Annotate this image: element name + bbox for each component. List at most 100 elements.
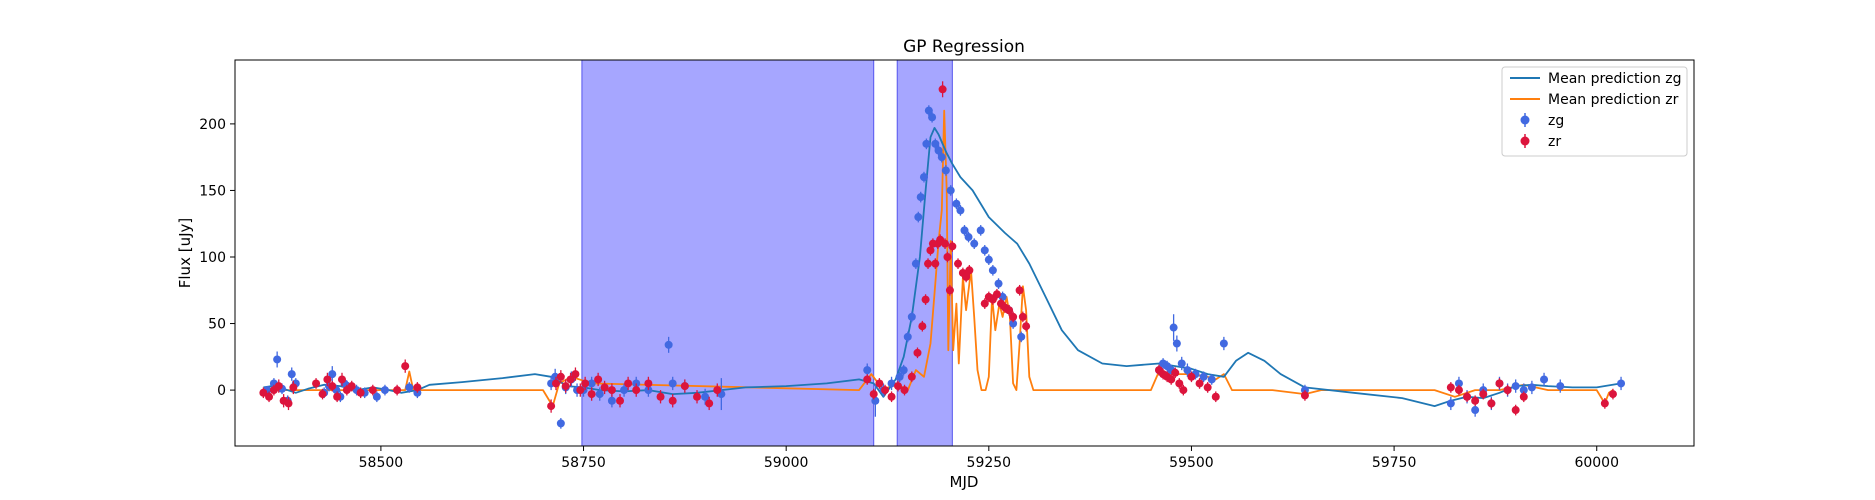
point-zr	[607, 386, 616, 395]
point-zr	[333, 392, 342, 401]
point-zr	[965, 266, 974, 275]
point-zr	[1009, 312, 1018, 321]
point-zg	[595, 390, 604, 399]
point-zr	[644, 379, 653, 388]
point-zg	[607, 396, 616, 405]
point-zr	[318, 390, 327, 399]
point-zg	[273, 355, 282, 364]
point-zg	[1017, 332, 1026, 341]
point-zg	[587, 379, 596, 388]
point-zg	[928, 113, 937, 122]
point-zg	[916, 193, 925, 202]
point-zg	[960, 226, 969, 235]
point-zr	[1203, 383, 1212, 392]
point-zg	[1169, 323, 1178, 332]
point-zr	[265, 392, 274, 401]
point-zr	[274, 382, 283, 391]
y-axis-label: Flux [uJy]	[176, 218, 194, 288]
point-zr	[624, 379, 633, 388]
point-zr	[980, 299, 989, 308]
point-zr	[347, 382, 356, 391]
x-tick-label: 59500	[1169, 455, 1214, 471]
legend-label-zr: zr	[1548, 134, 1561, 150]
point-zr	[1446, 383, 1455, 392]
legend-swatch-zr-marker	[1520, 136, 1530, 146]
point-zg	[980, 246, 989, 255]
y-tick-label: 200	[199, 117, 226, 133]
point-zg	[956, 206, 965, 215]
axis-ticks: 58500 58750 59000 59250 59500 59750 60000 0 50 10…	[199, 117, 1619, 471]
y-tick-label: 100	[199, 250, 226, 266]
point-zg	[1540, 375, 1549, 384]
point-zr	[1463, 392, 1472, 401]
point-zr	[918, 322, 927, 331]
point-zr	[587, 390, 596, 399]
point-zr	[323, 375, 332, 384]
point-zg	[914, 213, 923, 222]
point-zr	[259, 388, 268, 397]
point-zr	[869, 390, 878, 399]
legend-label-zg-line: Mean prediction zg	[1548, 71, 1682, 87]
point-zg	[1471, 406, 1480, 415]
point-zr	[1187, 372, 1196, 381]
x-tick-label: 58750	[561, 455, 606, 471]
point-zr	[1300, 391, 1309, 400]
point-zg	[941, 166, 950, 175]
point-zr	[561, 382, 570, 391]
point-zg	[976, 226, 985, 235]
legend-label-zg: zg	[1548, 113, 1564, 129]
point-zr	[356, 388, 365, 397]
point-zr	[1018, 312, 1027, 321]
point-zg	[903, 332, 912, 341]
point-zg	[405, 383, 414, 392]
point-zg	[1219, 339, 1228, 348]
point-zr	[931, 259, 940, 268]
point-zr	[881, 386, 890, 395]
y-tick-label: 0	[217, 383, 226, 399]
data-points	[259, 81, 1626, 429]
point-zg	[1511, 382, 1520, 391]
point-zg	[1009, 319, 1018, 328]
point-zr	[616, 396, 625, 405]
x-tick-label: 59250	[967, 455, 1012, 471]
point-zr	[921, 295, 930, 304]
point-zg	[994, 279, 1003, 288]
point-zg	[668, 379, 677, 388]
point-zg	[946, 186, 955, 195]
point-zg	[919, 173, 928, 182]
point-zr	[571, 370, 580, 379]
point-zg	[895, 372, 904, 381]
point-zr	[924, 259, 933, 268]
point-zr	[551, 379, 560, 388]
point-zr	[547, 402, 556, 411]
point-zg	[1207, 375, 1216, 384]
legend-swatch-zg-marker	[1520, 115, 1530, 125]
point-zr	[962, 272, 971, 281]
point-zr	[875, 379, 884, 388]
point-zr	[680, 382, 689, 391]
point-zr	[1015, 286, 1024, 295]
point-zr	[1167, 375, 1176, 384]
point-zr	[1175, 379, 1184, 388]
point-zr	[1600, 399, 1609, 408]
point-zr	[943, 252, 952, 261]
point-zg	[1177, 359, 1186, 368]
x-tick-label: 59000	[764, 455, 809, 471]
point-zr	[594, 375, 603, 384]
point-zr	[328, 382, 337, 391]
point-zr	[1519, 392, 1528, 401]
point-zg	[1556, 382, 1565, 391]
point-zg	[620, 386, 629, 395]
point-zg	[287, 370, 296, 379]
line-mean-prediction-zg	[263, 127, 1622, 408]
point-zr	[656, 392, 665, 401]
point-zg	[899, 366, 908, 375]
point-zr	[576, 386, 585, 395]
point-zr	[1479, 390, 1488, 399]
point-zg	[931, 139, 940, 148]
point-zr	[1503, 386, 1512, 395]
point-zr	[713, 386, 722, 395]
point-zr	[566, 375, 575, 384]
point-zg	[984, 255, 993, 264]
